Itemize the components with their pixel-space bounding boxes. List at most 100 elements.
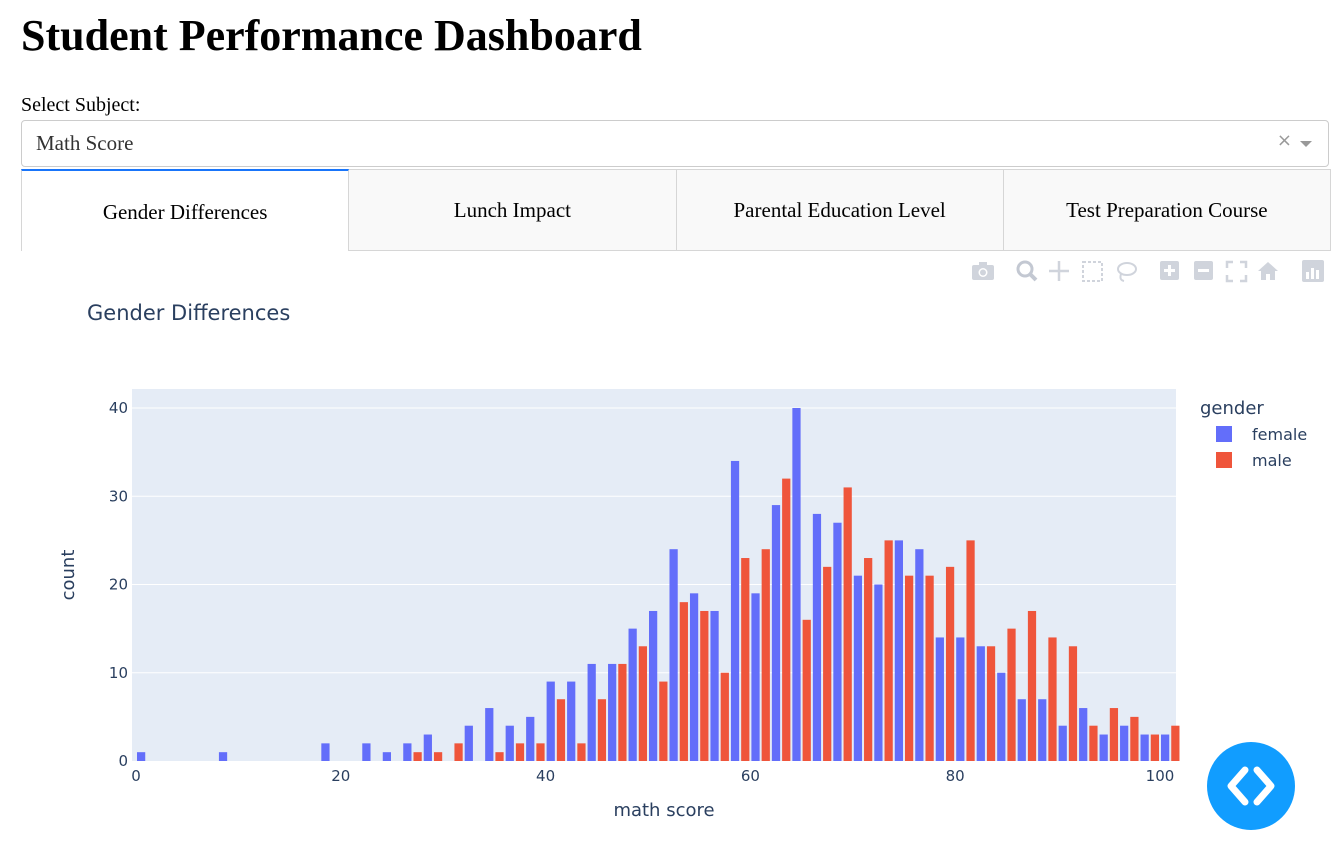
bar-male [1089, 725, 1098, 761]
bar-female [956, 637, 965, 761]
page-title: Student Performance Dashboard [21, 11, 642, 60]
bar-male [515, 743, 525, 761]
bar-female [137, 752, 146, 761]
bar-female [218, 752, 228, 761]
bar-female [546, 681, 555, 761]
bar-male [454, 743, 463, 761]
bar-male [864, 558, 873, 761]
y-axis-label: count [58, 550, 79, 601]
bar-male [413, 752, 422, 761]
chart-modebar [968, 257, 1330, 283]
tab-test-preparation-course[interactable]: Test Preparation Course [1003, 169, 1331, 251]
bar-male [577, 743, 586, 761]
bar-female [710, 610, 719, 761]
bar-female [362, 743, 371, 761]
y-tick-label: 40 [109, 399, 128, 417]
bar-female [1058, 725, 1067, 761]
zoom-out-icon[interactable] [1194, 261, 1213, 280]
bar-male [843, 487, 852, 761]
x-axis-label: math score [613, 800, 714, 821]
dev-tools-button[interactable] [1207, 742, 1295, 830]
bar-male [495, 752, 504, 761]
bar-male [1007, 628, 1016, 761]
bar-female [689, 593, 699, 761]
reset-axes-icon[interactable] [1258, 262, 1278, 280]
bar-female [505, 725, 514, 761]
bar-female [730, 460, 740, 761]
bar-male [945, 566, 955, 761]
bar-male [986, 646, 996, 761]
bar-male [966, 540, 975, 761]
bar-male [1068, 646, 1078, 761]
tab-gender-differences[interactable]: Gender Differences [21, 169, 350, 251]
bar-female [464, 725, 473, 761]
lasso-icon[interactable] [1117, 262, 1137, 282]
x-tick-label: 60 [741, 767, 760, 785]
bar-female [1161, 734, 1170, 761]
gender-histogram-chart: 0 10 20 30 40 0 20 40 60 80 100 Gender Differences m… [0, 280, 1332, 858]
bar-male [597, 699, 607, 761]
tab-lunch-impact[interactable]: Lunch Impact [349, 169, 677, 251]
y-tick-label: 30 [109, 487, 128, 505]
bar-female [874, 584, 883, 761]
bar-male [1130, 716, 1139, 761]
bar-female [751, 593, 760, 761]
bar-male [433, 752, 443, 761]
subject-dropdown[interactable]: Math Score × [21, 120, 1329, 167]
bar-male [884, 540, 893, 761]
zoom-icon[interactable] [1016, 260, 1038, 282]
plotly-logo-icon[interactable] [1302, 260, 1324, 282]
bar-female [1120, 725, 1129, 761]
bar-female [792, 408, 801, 761]
bar-male [700, 610, 709, 761]
box-select-icon[interactable] [1082, 261, 1103, 282]
bar-female [935, 637, 944, 761]
bar-male [659, 681, 668, 761]
camera-icon[interactable] [972, 262, 994, 280]
bar-male [761, 549, 770, 761]
bar-female [833, 522, 842, 761]
tab-parental-education-level[interactable]: Parental Education Level [676, 169, 1004, 251]
legend-title: gender [1200, 398, 1264, 419]
bar-female [423, 734, 432, 761]
bar-male [638, 646, 647, 761]
bar-female [669, 549, 678, 761]
select-subject-label: Select Subject: [21, 94, 141, 116]
x-tick-label: 100 [1146, 767, 1175, 785]
bar-female [976, 646, 985, 761]
bar-female [1099, 734, 1108, 761]
bar-female [1140, 734, 1149, 761]
pan-icon[interactable] [1049, 261, 1069, 281]
bar-female [812, 513, 822, 761]
bar-female [567, 681, 576, 761]
y-tick-label: 20 [109, 576, 128, 594]
bar-male [618, 663, 627, 761]
bar-female [1038, 699, 1047, 761]
legend-swatch-female [1216, 426, 1232, 442]
bar-male [1150, 734, 1159, 761]
chart-title: Gender Differences [87, 301, 290, 325]
x-tick-label: 20 [331, 767, 350, 785]
bar-male [925, 575, 934, 761]
bar-female [894, 540, 903, 761]
subject-dropdown-value: Math Score [36, 131, 134, 155]
bar-male [1171, 725, 1180, 761]
legend-item-male: male [1252, 451, 1292, 470]
bar-female [587, 663, 596, 761]
y-tick-label: 0 [118, 752, 128, 770]
bar-female [853, 575, 863, 761]
bar-male [905, 575, 914, 761]
legend-swatch-male [1216, 452, 1232, 468]
x-tick-label: 80 [946, 767, 965, 785]
clear-icon[interactable]: × [1276, 130, 1292, 151]
code-icon [1227, 766, 1275, 806]
bar-male [782, 478, 791, 761]
bar-female [915, 549, 924, 761]
x-tick-label: 0 [131, 767, 141, 785]
autoscale-icon[interactable] [1225, 260, 1248, 283]
bar-male [1027, 610, 1037, 761]
tab-bar: Gender Differences Lunch Impact Parental… [21, 169, 1331, 251]
bar-female [649, 610, 658, 761]
chevron-down-icon[interactable] [1300, 141, 1312, 147]
zoom-in-icon[interactable] [1160, 261, 1179, 280]
